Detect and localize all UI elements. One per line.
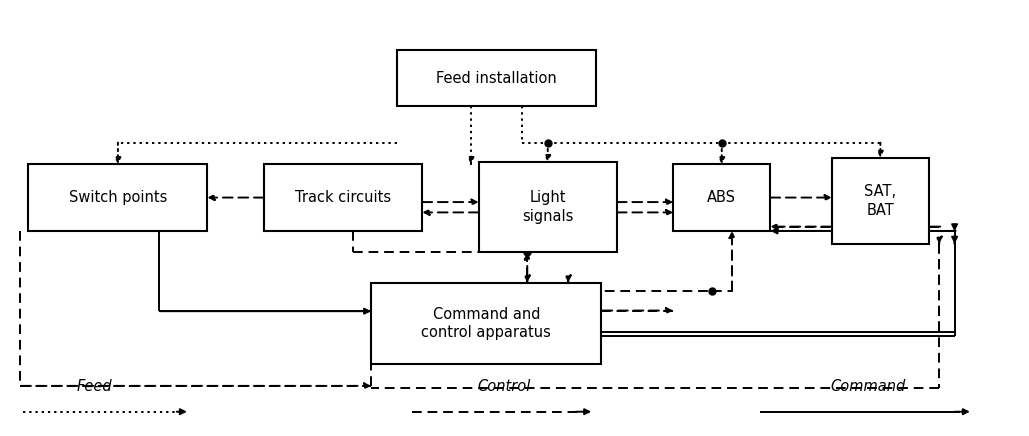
Text: Control: Control <box>477 379 531 395</box>
Text: Switch points: Switch points <box>69 190 167 205</box>
Text: Command: Command <box>830 379 906 395</box>
Text: Feed installation: Feed installation <box>436 71 557 85</box>
FancyBboxPatch shape <box>478 162 616 252</box>
FancyBboxPatch shape <box>29 164 208 231</box>
Text: ABS: ABS <box>707 190 736 205</box>
FancyBboxPatch shape <box>263 164 422 231</box>
Text: Light
signals: Light signals <box>522 191 573 224</box>
FancyBboxPatch shape <box>831 158 929 244</box>
Text: Track circuits: Track circuits <box>295 190 391 205</box>
FancyBboxPatch shape <box>397 50 597 106</box>
Text: SAT,
BAT: SAT, BAT <box>864 184 896 218</box>
Text: Command and
control apparatus: Command and control apparatus <box>422 307 552 340</box>
Text: Feed: Feed <box>77 379 113 395</box>
FancyBboxPatch shape <box>371 283 602 364</box>
FancyBboxPatch shape <box>673 164 771 231</box>
